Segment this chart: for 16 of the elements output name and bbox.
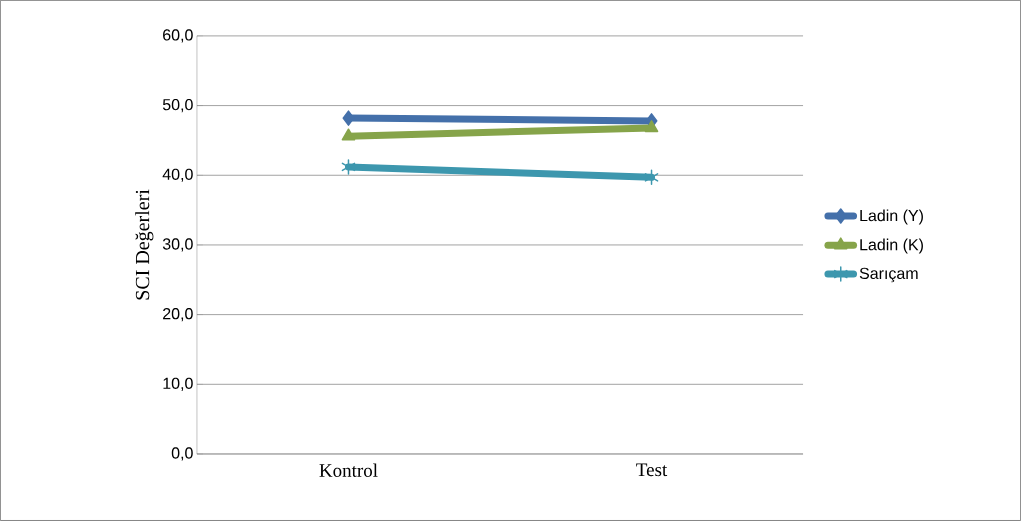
y-tick-label: 0,0 (171, 447, 193, 461)
point (341, 159, 356, 175)
legend-label: Ladin (K) (860, 238, 923, 254)
y-tick-label: 10,0 (163, 377, 193, 391)
y-tick-label: 30,0 (162, 238, 193, 252)
y-tick-label: 20,0 (163, 308, 193, 322)
point (342, 110, 355, 126)
x-tick-label: Kontrol (319, 463, 378, 477)
legend-label: Ladin (Y) (860, 209, 923, 225)
y-tick-label: 50,0 (162, 99, 193, 113)
y-tick-label: 60,0 (163, 29, 193, 43)
legend-label: Sarıçam (859, 267, 918, 283)
point (644, 169, 659, 186)
y-tick-label: 40,0 (162, 168, 193, 182)
y-axis-title: SCI Değerleri (135, 189, 154, 300)
x-tick-label: Test (636, 463, 668, 477)
